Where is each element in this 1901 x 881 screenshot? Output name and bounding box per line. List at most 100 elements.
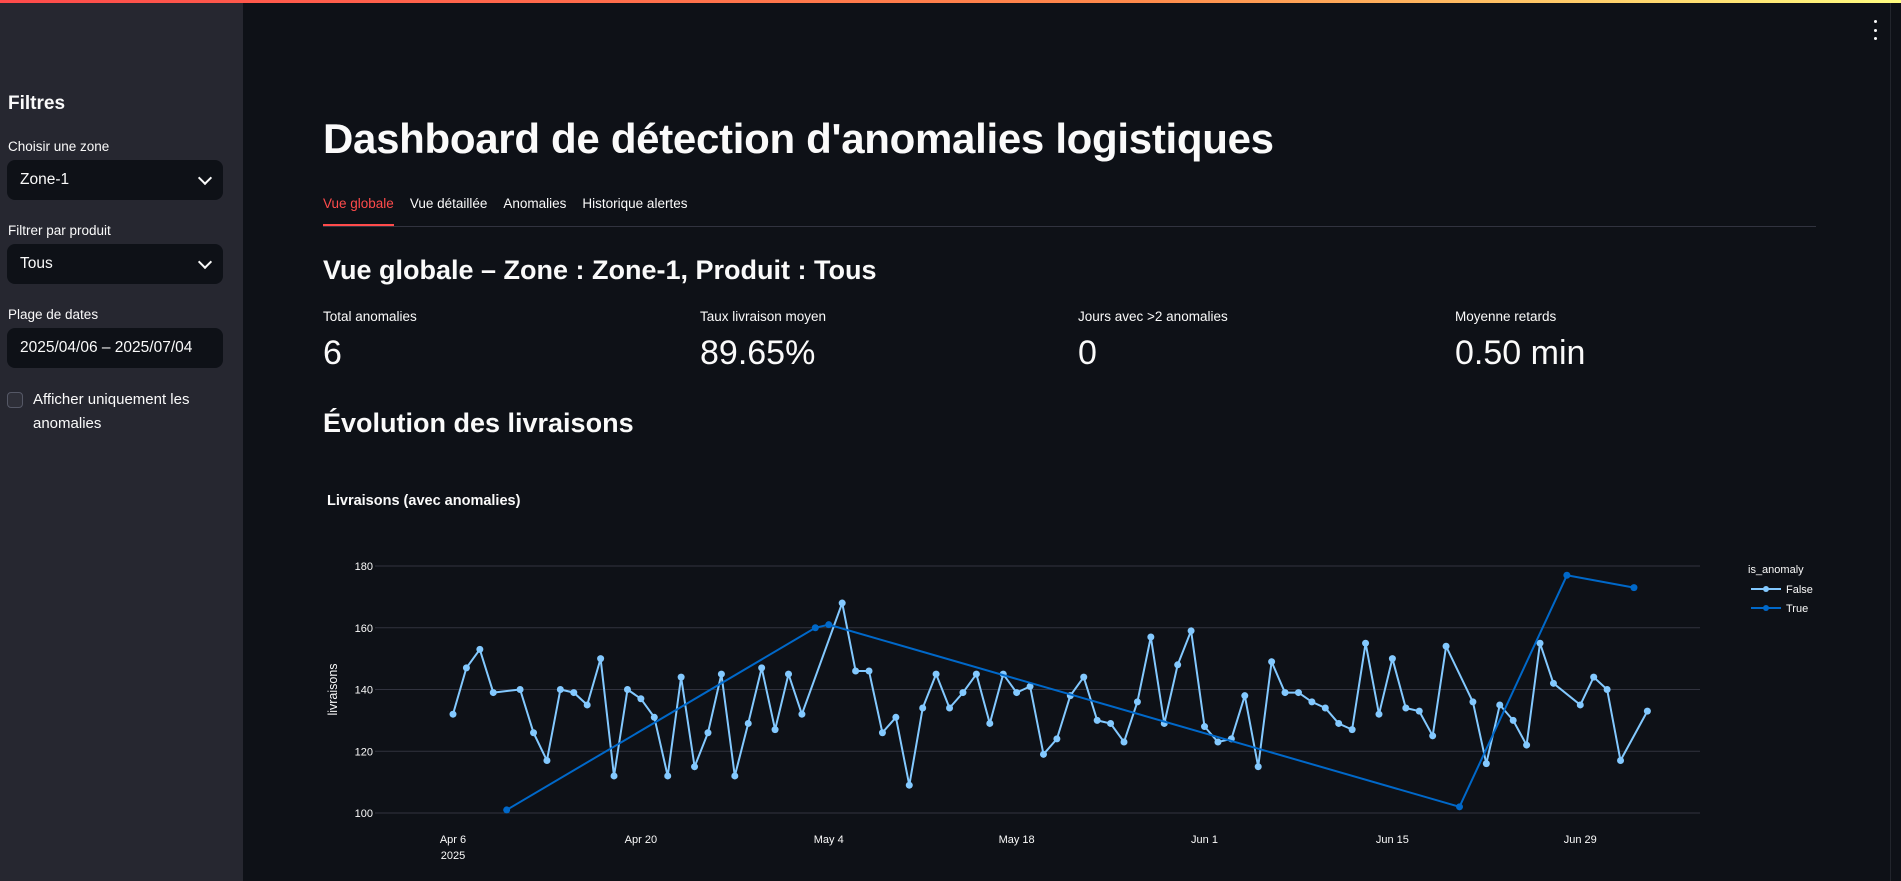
- page-title: Dashboard de détection d'anomalies logis…: [323, 115, 1274, 162]
- y-tick-label: 180: [355, 561, 373, 573]
- metric-label: Moyenne retards: [1455, 309, 1557, 324]
- data-point-false: [1362, 639, 1370, 647]
- data-point-false: [919, 704, 927, 712]
- y-axis-label: livraisons: [326, 663, 340, 715]
- legend-label: False: [1786, 584, 1813, 596]
- data-point-false: [650, 713, 658, 721]
- data-point-false: [932, 670, 940, 678]
- data-point-false: [1536, 639, 1544, 647]
- data-point-false: [1133, 698, 1141, 706]
- y-tick-label: 140: [355, 685, 373, 697]
- data-point-false: [1201, 723, 1209, 731]
- x-tick-label: May 18: [999, 834, 1035, 846]
- data-point-false: [1415, 707, 1423, 715]
- metric-label: Taux livraison moyen: [700, 309, 827, 324]
- zone-select[interactable]: Zone-1: [7, 160, 223, 200]
- data-point-false: [543, 757, 551, 765]
- tab-vue-detaillee[interactable]: Vue détaillée: [409, 196, 488, 211]
- data-point-false: [717, 670, 725, 678]
- data-point-false: [865, 667, 873, 675]
- data-point-false: [785, 670, 792, 678]
- data-point-false: [852, 667, 860, 675]
- data-point-false: [1442, 642, 1450, 650]
- data-point-false: [476, 645, 484, 653]
- data-point-false: [1402, 704, 1410, 712]
- main-menu-button[interactable]: [1870, 20, 1880, 40]
- data-point-false: [637, 695, 645, 703]
- x-tick-label: Apr 20: [625, 834, 657, 846]
- data-point-false: [946, 704, 954, 712]
- metric-moyenne-retards: Moyenne retards 0.50 min: [1455, 309, 1585, 373]
- data-point-false: [597, 655, 605, 663]
- data-point-true: [825, 621, 833, 629]
- x-tick-sublabel: 2025: [441, 850, 465, 862]
- data-point-false: [1496, 701, 1504, 709]
- y-tick-label: 160: [355, 623, 373, 635]
- sidebar: Filtres Choisir une zone Zone-1 Filtrer …: [0, 3, 243, 881]
- tab-historique-alertes[interactable]: Historique alertes: [582, 196, 688, 211]
- data-point-false: [677, 673, 685, 681]
- data-point-false: [972, 670, 980, 678]
- product-select[interactable]: Tous: [7, 244, 223, 284]
- data-point-false: [1348, 726, 1356, 734]
- data-point-false: [1294, 689, 1302, 697]
- date-range-input[interactable]: 2025/04/06 – 2025/07/04: [7, 328, 223, 368]
- data-point-false: [1147, 633, 1155, 641]
- data-point-false: [570, 689, 578, 697]
- data-point-false: [1509, 716, 1517, 724]
- metric-value: 89.65%: [700, 334, 816, 372]
- data-point-false: [1241, 692, 1249, 700]
- data-point-false: [1523, 741, 1531, 749]
- data-point-true: [811, 624, 819, 632]
- anomalies-only-checkbox[interactable]: Afficher uniquement les anomalies: [7, 388, 213, 436]
- metric-value: 6: [323, 334, 342, 372]
- data-point-false: [1576, 701, 1584, 709]
- y-tick-label: 120: [355, 746, 373, 758]
- data-point-false: [838, 599, 846, 607]
- data-point-false: [1643, 707, 1651, 715]
- scrollbar[interactable]: [1890, 3, 1901, 881]
- data-point-false: [610, 772, 618, 780]
- data-point-false: [1080, 673, 1088, 681]
- data-point-false: [986, 719, 994, 727]
- tab-bar: Vue globale Vue détaillée Anomalies Hist…: [323, 196, 1816, 227]
- metric-label: Jours avec >2 anomalies: [1078, 309, 1228, 324]
- data-point-false: [489, 689, 497, 697]
- data-point-false: [691, 763, 699, 771]
- date-range-value: 2025/04/06 – 2025/07/04: [20, 339, 193, 356]
- tab-vue-globale[interactable]: Vue globale: [323, 196, 394, 226]
- data-point-false: [1429, 732, 1437, 740]
- top-decoration-bar: [0, 0, 1901, 3]
- data-point-false: [1281, 689, 1289, 697]
- data-point-false: [1187, 627, 1195, 635]
- data-point-false: [959, 689, 967, 697]
- product-label: Filtrer par produit: [8, 223, 111, 238]
- data-point-false: [623, 686, 631, 693]
- checkbox-box[interactable]: [7, 392, 23, 408]
- zone-label: Choisir une zone: [8, 139, 110, 154]
- data-point-false: [1053, 735, 1061, 743]
- chart-title: Livraisons (avec anomalies): [327, 493, 521, 509]
- tab-anomalies[interactable]: Anomalies: [503, 196, 567, 211]
- anomalies-only-label: Afficher uniquement les anomalies: [33, 391, 190, 432]
- y-tick-label: 100: [355, 808, 373, 820]
- x-tick-label: Jun 1: [1191, 834, 1218, 846]
- product-select-value: Tous: [20, 255, 53, 272]
- x-tick-label: Apr 6: [440, 834, 466, 846]
- data-point-false: [1120, 738, 1128, 746]
- sidebar-title: Filtres: [8, 93, 66, 114]
- data-point-false: [1026, 682, 1034, 690]
- data-point-false: [1039, 750, 1047, 758]
- dates-label: Plage de dates: [8, 307, 99, 322]
- metric-total-anomalies: Total anomalies 6: [323, 309, 417, 373]
- data-point-false: [744, 719, 752, 727]
- metric-value: 0.50 min: [1455, 334, 1586, 372]
- data-point-false: [516, 686, 524, 693]
- legend-label: True: [1786, 603, 1808, 615]
- data-point-false: [704, 729, 712, 737]
- x-tick-label: Jun 29: [1564, 834, 1597, 846]
- data-point-false: [1214, 738, 1222, 746]
- data-point-false: [1617, 757, 1625, 765]
- data-point-false: [1603, 686, 1611, 693]
